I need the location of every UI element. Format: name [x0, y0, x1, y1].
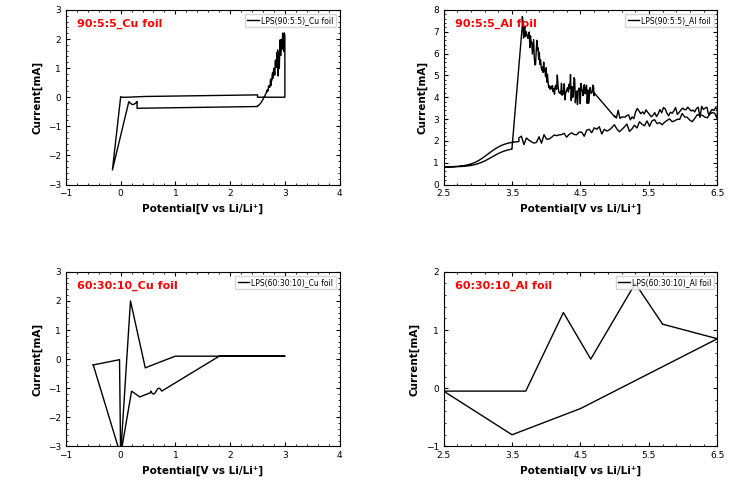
X-axis label: Potential[V vs Li/Li⁺]: Potential[V vs Li/Li⁺] — [142, 204, 264, 214]
Y-axis label: Current[mA]: Current[mA] — [410, 322, 420, 396]
Y-axis label: Current[mA]: Current[mA] — [32, 61, 42, 134]
X-axis label: Potential[V vs Li/Li⁺]: Potential[V vs Li/Li⁺] — [520, 204, 641, 214]
Legend: LPS(60:30:10)_Al foil: LPS(60:30:10)_Al foil — [616, 276, 714, 289]
Text: 90:5:5_Al foil: 90:5:5_Al foil — [455, 19, 537, 29]
Text: 90:5:5_Cu foil: 90:5:5_Cu foil — [77, 19, 163, 29]
Y-axis label: Current[mA]: Current[mA] — [417, 61, 427, 134]
X-axis label: Potential[V vs Li/Li⁺]: Potential[V vs Li/Li⁺] — [142, 466, 264, 476]
Legend: LPS(90:5:5)_Al foil: LPS(90:5:5)_Al foil — [625, 14, 714, 27]
Y-axis label: Current[mA]: Current[mA] — [32, 322, 42, 396]
Legend: LPS(90:5:5)_Cu foil: LPS(90:5:5)_Cu foil — [245, 14, 336, 27]
Legend: LPS(60:30:10)_Cu foil: LPS(60:30:10)_Cu foil — [236, 276, 336, 289]
Text: 60:30:10_Cu foil: 60:30:10_Cu foil — [77, 281, 178, 291]
Text: 60:30:10_Al foil: 60:30:10_Al foil — [455, 281, 552, 291]
X-axis label: Potential[V vs Li/Li⁺]: Potential[V vs Li/Li⁺] — [520, 466, 641, 476]
